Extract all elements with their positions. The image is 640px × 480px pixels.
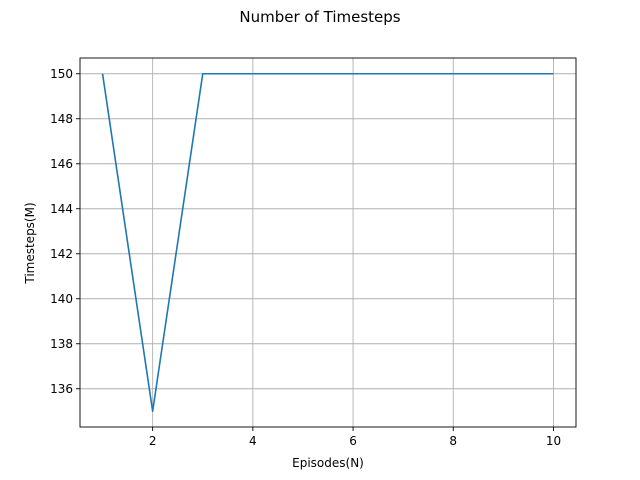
x-axis-label: Episodes(N)	[292, 456, 364, 470]
x-tick-label: 8	[449, 434, 457, 448]
y-tick-label: 136	[50, 382, 73, 396]
x-tick-label: 4	[249, 434, 257, 448]
series-line	[101, 72, 554, 413]
x-gridlines	[152, 58, 554, 427]
x-axis: 2 4 6 8 10	[149, 427, 561, 448]
series-layer	[101, 72, 554, 413]
plot-frame	[79, 57, 577, 428]
y-axis-label: Timesteps(M)	[23, 202, 37, 284]
y-tick-label: 150	[50, 67, 73, 81]
y-tick-label: 146	[50, 157, 73, 171]
x-tick-label: 10	[546, 434, 561, 448]
y-axis: 136 138 140 142 144 146 148 150	[50, 67, 80, 396]
y-tick-label: 138	[50, 337, 73, 351]
y-tick-label: 142	[50, 247, 73, 261]
y-tick-label: 144	[50, 202, 73, 216]
x-tick-label: 2	[149, 434, 157, 448]
y-tick-label: 140	[50, 292, 73, 306]
chart-title: Number of Timesteps	[239, 8, 400, 26]
y-tick-label: 148	[50, 112, 73, 126]
x-tick-label: 6	[349, 434, 357, 448]
y-gridlines	[80, 73, 576, 390]
